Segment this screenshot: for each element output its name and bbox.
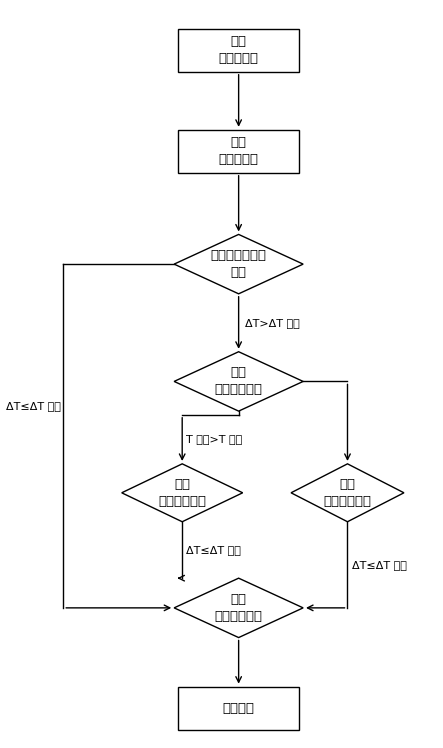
Text: 启动
边部温度调节: 启动 边部温度调节 xyxy=(215,367,263,396)
Text: 钢板出炉: 钢板出炉 xyxy=(223,702,255,714)
Text: ΔT≤ΔT 设定: ΔT≤ΔT 设定 xyxy=(186,545,241,555)
Text: ΔT>ΔT 设定: ΔT>ΔT 设定 xyxy=(245,318,299,328)
Text: ΔT≤ΔT 设定: ΔT≤ΔT 设定 xyxy=(352,560,406,570)
Text: T 边部>T 中心: T 边部>T 中心 xyxy=(186,435,242,444)
Text: 钢板
达到目标温度: 钢板 达到目标温度 xyxy=(215,593,263,623)
Text: ΔT≤ΔT 设定: ΔT≤ΔT 设定 xyxy=(6,401,61,411)
Text: 启动
感应炉加热: 启动 感应炉加热 xyxy=(219,136,259,166)
Text: 启动
边部加热调节: 启动 边部加热调节 xyxy=(323,478,372,508)
Bar xyxy=(178,129,299,173)
Text: 钢板中心、边部
测温: 钢板中心、边部 测温 xyxy=(210,249,267,279)
Bar xyxy=(178,28,299,72)
Text: 启动
边部冷却调节: 启动 边部冷却调节 xyxy=(158,478,206,508)
Polygon shape xyxy=(174,352,303,411)
Polygon shape xyxy=(174,234,303,294)
Polygon shape xyxy=(122,464,243,522)
Polygon shape xyxy=(291,464,404,522)
Text: 钢板
进入感应炉: 钢板 进入感应炉 xyxy=(219,35,259,65)
Bar xyxy=(178,687,299,729)
Polygon shape xyxy=(174,578,303,637)
